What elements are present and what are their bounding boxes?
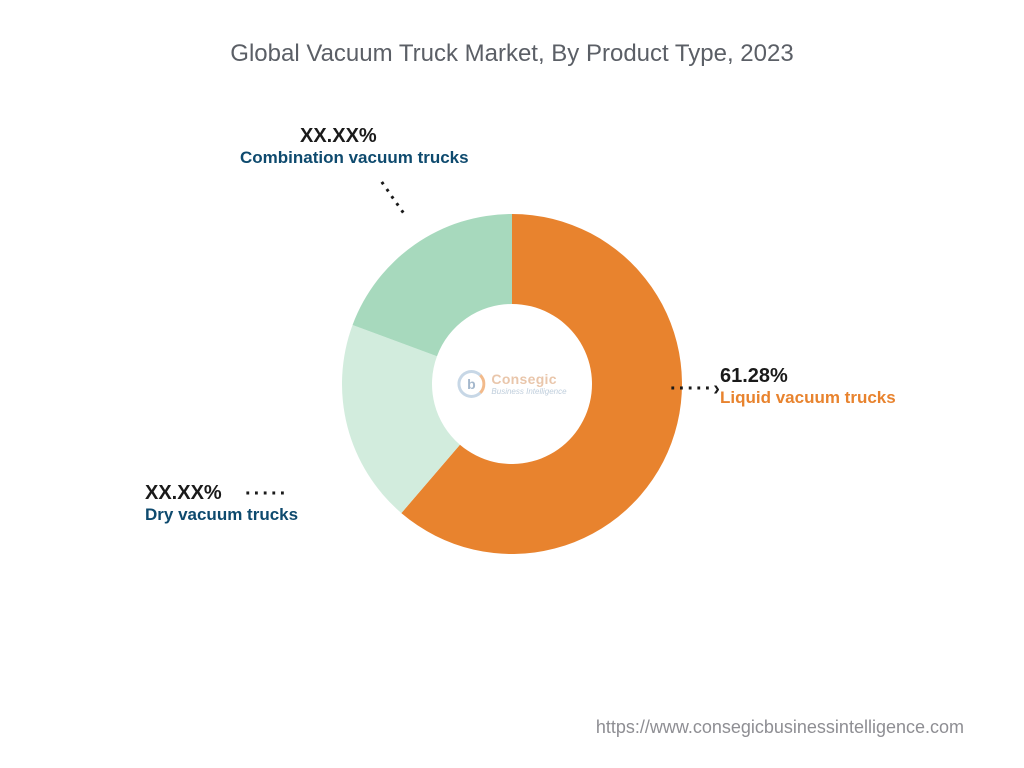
- footer-url: https://www.consegicbusinessintelligence…: [596, 717, 964, 738]
- logo-mark: b: [457, 370, 485, 398]
- slice-label-liquid: 61.28% Liquid vacuum trucks: [720, 365, 896, 408]
- chart-title: Global Vacuum Truck Market, By Product T…: [0, 40, 1024, 68]
- slice-name-dry: Dry vacuum trucks: [145, 505, 298, 525]
- logo-brand: Consegic: [491, 372, 566, 386]
- slice-name-combo: Combination vacuum trucks: [240, 148, 469, 168]
- slice-label-combo: XX.XX% Combination vacuum trucks: [240, 125, 469, 168]
- logo-text: Consegic Business Intelligence: [491, 372, 566, 396]
- slice-percent-liquid: 61.28%: [720, 365, 896, 388]
- center-logo: b Consegic Business Intelligence: [457, 370, 566, 398]
- slice-percent-combo: XX.XX%: [300, 125, 469, 148]
- donut-chart: b Consegic Business Intelligence: [342, 214, 682, 554]
- logo-tagline: Business Intelligence: [491, 388, 566, 396]
- leader-dots-dry: ·····: [245, 483, 288, 506]
- leader-arrow-liquid: ·····›: [670, 378, 722, 401]
- slice-name-liquid: Liquid vacuum trucks: [720, 388, 896, 408]
